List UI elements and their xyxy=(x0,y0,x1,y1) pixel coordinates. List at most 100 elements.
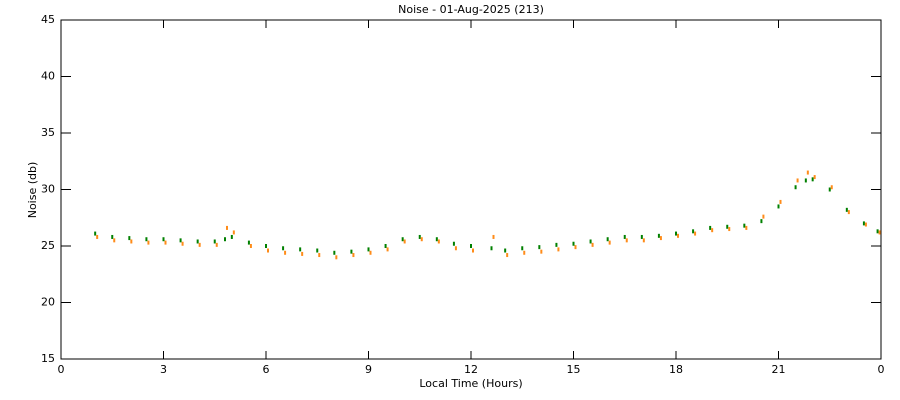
data-point xyxy=(675,231,677,236)
data-point xyxy=(794,185,797,190)
data-point xyxy=(694,231,697,236)
data-point xyxy=(677,233,679,238)
data-point xyxy=(640,234,643,239)
data-point xyxy=(96,234,99,239)
data-point xyxy=(813,175,816,180)
x-tick-label: 0 xyxy=(58,363,65,376)
data-point xyxy=(437,239,440,244)
data-point xyxy=(249,244,252,248)
data-point xyxy=(316,248,319,253)
data-point xyxy=(230,234,233,239)
data-point xyxy=(454,246,457,251)
data-point xyxy=(523,250,526,255)
data-point xyxy=(301,251,304,256)
data-point xyxy=(147,240,150,245)
data-point xyxy=(299,247,302,252)
data-point xyxy=(659,236,662,241)
data-point xyxy=(196,239,199,244)
data-point xyxy=(540,249,543,254)
data-point xyxy=(709,225,712,230)
x-tick-label: 6 xyxy=(263,363,270,376)
data-point xyxy=(504,248,507,253)
data-point xyxy=(247,240,250,245)
data-point xyxy=(760,219,763,224)
data-point xyxy=(435,237,438,242)
data-point xyxy=(591,242,594,247)
data-point xyxy=(777,204,780,209)
data-point xyxy=(267,248,269,253)
data-point xyxy=(806,170,809,175)
data-point xyxy=(878,230,881,235)
x-tick-label: 18 xyxy=(669,363,683,376)
data-point xyxy=(130,239,133,244)
data-point xyxy=(113,238,116,243)
data-point xyxy=(386,247,389,252)
data-point xyxy=(472,248,474,253)
data-point xyxy=(318,253,321,258)
data-point xyxy=(111,234,114,239)
data-point xyxy=(215,242,218,247)
data-point xyxy=(745,225,748,230)
data-point xyxy=(350,249,353,254)
plot-frame xyxy=(60,19,882,360)
data-point xyxy=(232,230,235,235)
y-tick-label: 45 xyxy=(41,13,55,26)
data-point xyxy=(506,253,509,258)
data-point xyxy=(711,228,714,233)
data-point xyxy=(470,244,472,248)
data-point xyxy=(876,229,879,234)
data-point xyxy=(94,231,97,236)
data-point xyxy=(490,246,493,251)
data-point xyxy=(557,247,560,252)
data-point xyxy=(589,239,592,244)
data-point xyxy=(830,185,833,190)
data-point xyxy=(284,250,287,255)
y-tick-label: 15 xyxy=(41,352,55,365)
data-point xyxy=(862,221,865,226)
data-point xyxy=(213,239,216,244)
data-point xyxy=(555,242,558,247)
data-point xyxy=(623,234,626,239)
data-point xyxy=(198,242,201,247)
data-point xyxy=(743,223,746,228)
data-point xyxy=(333,250,336,255)
y-tick-label: 35 xyxy=(41,126,55,139)
data-point xyxy=(804,178,807,183)
data-point xyxy=(574,245,577,250)
data-point xyxy=(625,238,628,243)
data-point xyxy=(452,241,455,246)
data-point xyxy=(226,225,228,230)
data-point xyxy=(352,253,355,258)
data-point xyxy=(847,210,850,215)
chart-title: Noise - 01-Aug-2025 (213) xyxy=(398,3,544,16)
data-point xyxy=(726,224,729,229)
data-point xyxy=(796,178,799,183)
x-tick-label: 15 xyxy=(567,363,581,376)
x-tick-label: 9 xyxy=(365,363,372,376)
data-point xyxy=(492,234,495,239)
data-point xyxy=(403,239,406,244)
data-point xyxy=(811,177,814,182)
data-point xyxy=(224,237,226,242)
data-point xyxy=(335,255,338,260)
y-tick-label: 40 xyxy=(41,70,55,83)
data-point xyxy=(779,199,782,204)
data-point xyxy=(128,236,131,241)
data-point xyxy=(418,234,421,239)
data-point xyxy=(384,244,387,248)
data-point xyxy=(282,246,285,251)
y-tick-label: 25 xyxy=(41,239,55,252)
data-point xyxy=(828,187,831,192)
data-point xyxy=(657,233,660,238)
x-tick-label: 3 xyxy=(160,363,167,376)
data-point xyxy=(572,241,575,246)
data-point xyxy=(606,237,609,242)
x-tick-label: 12 xyxy=(464,363,478,376)
data-point xyxy=(762,214,765,219)
data-point xyxy=(521,246,524,251)
data-point xyxy=(179,238,182,243)
data-point xyxy=(420,237,423,242)
data-point xyxy=(642,238,645,243)
data-point xyxy=(369,250,372,255)
